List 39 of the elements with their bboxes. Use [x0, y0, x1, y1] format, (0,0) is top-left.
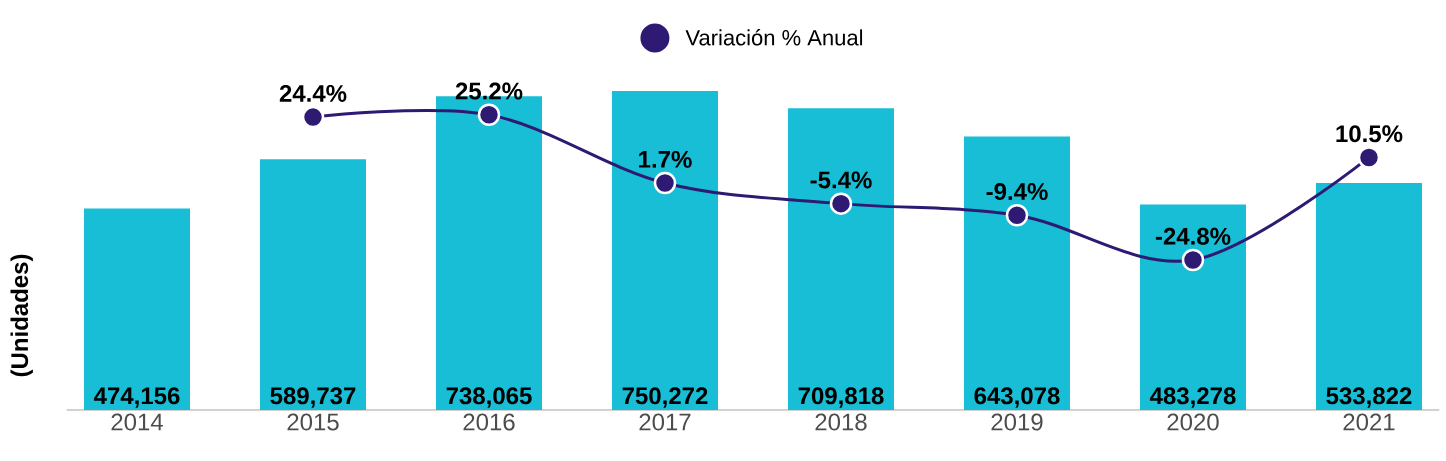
bar [260, 159, 366, 410]
bar [787, 108, 894, 410]
x-tick-label: 2017 [639, 413, 691, 431]
data-label: 750,272 [622, 387, 708, 408]
point [1005, 204, 1029, 227]
data-label: -5.4% [810, 171, 872, 189]
point [653, 171, 677, 195]
point [829, 192, 853, 215]
x-tick-label: 2014 [111, 413, 163, 431]
data-label: 474,156 [93, 387, 180, 408]
data-label: 24.4% [279, 84, 347, 102]
data-label: -9.4% [986, 183, 1048, 201]
data-label: 738,065 [446, 387, 532, 408]
point [1181, 248, 1205, 272]
x-tick-label: 2019 [991, 413, 1043, 431]
data-label: 643,078 [974, 387, 1060, 408]
legend-label: Variación % Anual [685, 29, 863, 46]
bar [1139, 204, 1246, 410]
bar [1315, 183, 1422, 410]
point [301, 105, 325, 129]
point [477, 103, 501, 126]
data-label: 1.7% [639, 150, 692, 168]
x-tick-label: 2016 [463, 413, 515, 431]
x-tick-label: 2021 [1343, 413, 1395, 431]
data-label: 483,278 [1149, 387, 1236, 408]
data-label: 533,822 [1326, 387, 1412, 408]
bar [963, 136, 1070, 410]
data-label: 709,818 [798, 387, 884, 408]
data-label: -24.8% [1155, 227, 1231, 245]
x-tick-label: 2018 [815, 413, 867, 431]
bar [611, 90, 718, 410]
bar [84, 208, 190, 410]
data-label: 589,737 [270, 387, 356, 408]
data-label: 10.5% [1336, 125, 1403, 143]
x-tick-label: 2020 [1167, 413, 1219, 431]
y-axis-title: (Unidades) [10, 254, 33, 377]
data-label: 25.2% [455, 82, 523, 100]
point [1357, 146, 1381, 169]
x-tick-label: 2015 [287, 413, 339, 431]
